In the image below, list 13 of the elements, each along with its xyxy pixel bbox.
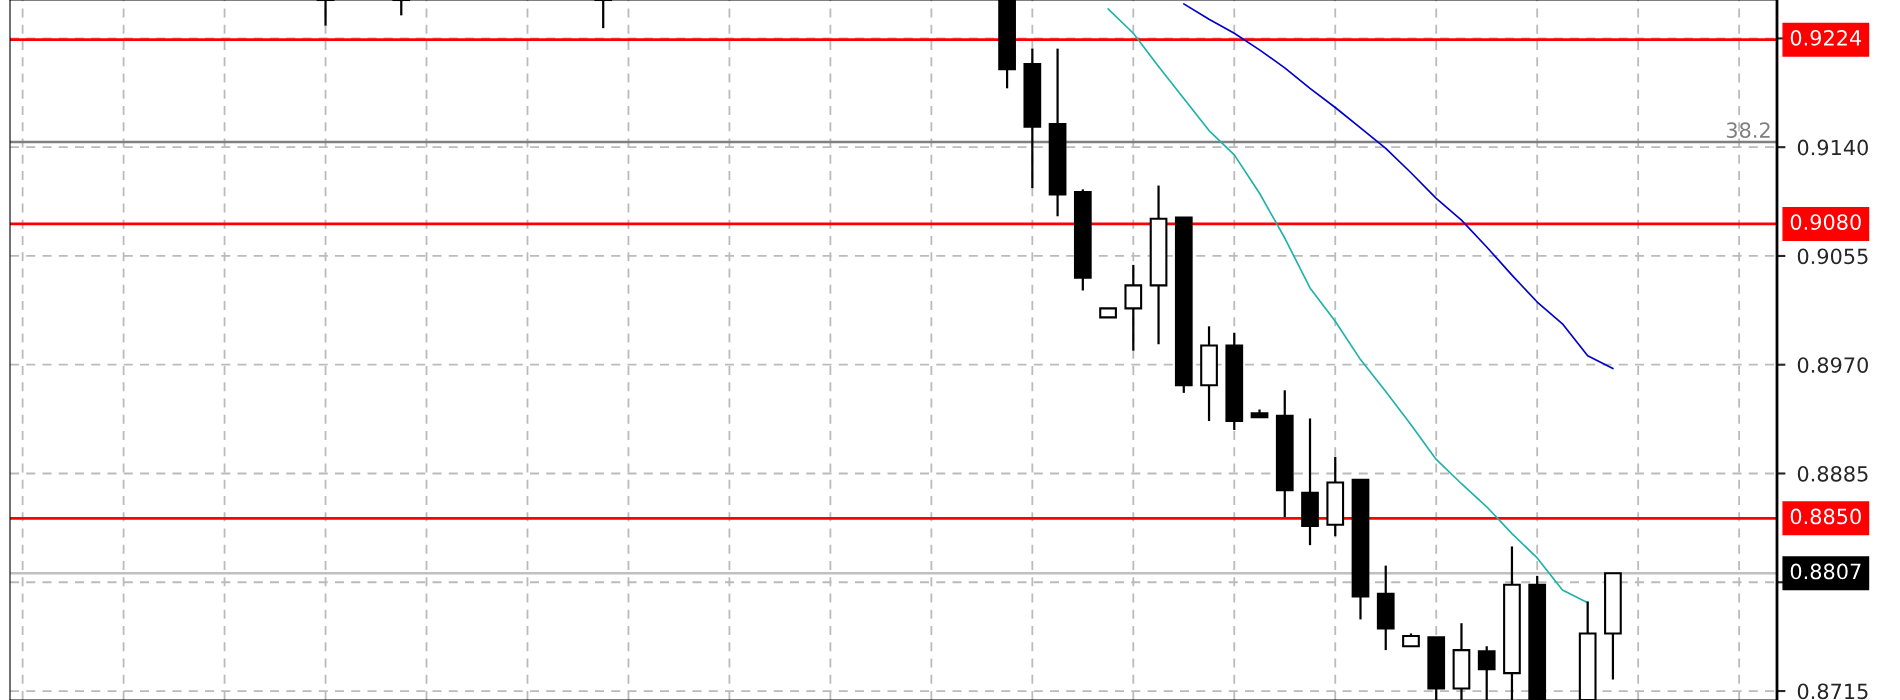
y-tick-label: 0.9140 (1797, 139, 1868, 156)
y-tick-label: 0.8970 (1797, 357, 1868, 373)
ref-line-label: 0.9224 (1790, 29, 1862, 46)
line-series (1182, 3, 1614, 370)
y-tick-label: 0.8715 (1797, 683, 1868, 700)
line-series (1107, 8, 1589, 604)
y-tick-label: 0.8885 (1797, 465, 1868, 482)
ref-line-label: 0.9080 (1790, 214, 1861, 230)
candlestick (1124, 263, 1143, 352)
y-tick-label: 0.9055 (1797, 248, 1868, 265)
annotation: 38.2 (1726, 122, 1770, 139)
ref-line-label: 0.8807 (1790, 563, 1861, 580)
ref-line-label: 0.8850 (1790, 508, 1861, 525)
